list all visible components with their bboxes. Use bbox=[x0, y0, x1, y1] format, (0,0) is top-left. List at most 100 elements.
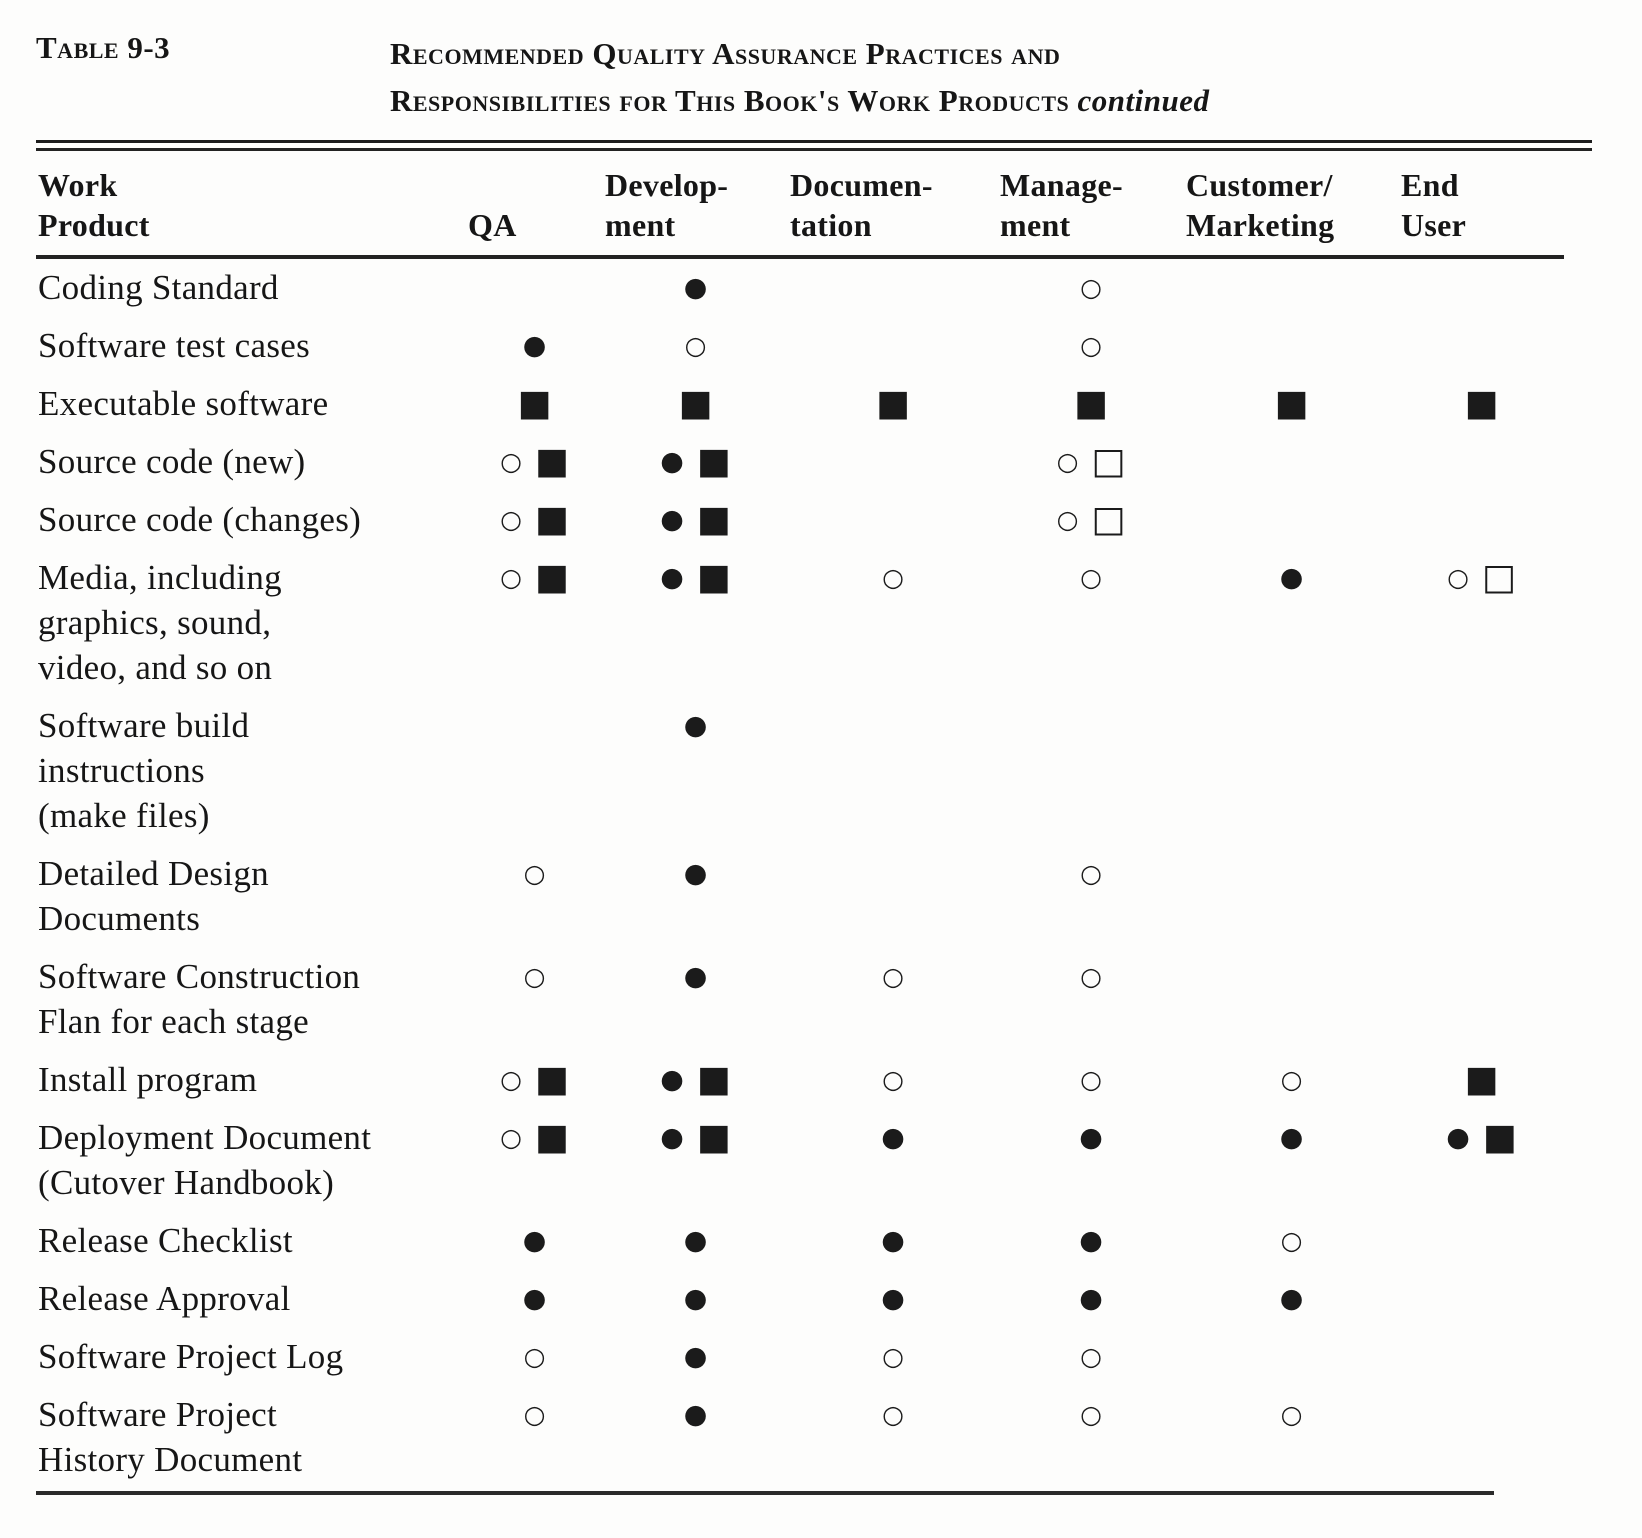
cell-end_user bbox=[1399, 1212, 1564, 1270]
cell-management: ● bbox=[998, 1109, 1184, 1212]
cell-documentation: ○ bbox=[788, 1328, 998, 1386]
work-product-name: Media, including graphics, sound, video, a… bbox=[38, 558, 282, 687]
filled-square-icon: ■ bbox=[534, 499, 569, 540]
work-product-name: Software Project Log bbox=[38, 1337, 344, 1376]
table-row: Software Project History Document ○ ● ○ ○ ○ bbox=[36, 1386, 1564, 1489]
filled-square-icon: ■ bbox=[534, 1117, 569, 1158]
table-row: Source code (changes) ○ ■ ● ■ ○ □ bbox=[36, 491, 1564, 549]
column-header-documentation: Documen-tation bbox=[788, 151, 998, 259]
cell-development: ● bbox=[603, 257, 788, 317]
cell-development: ● ■ bbox=[603, 491, 788, 549]
table-row: Software test cases ● ○ ○ bbox=[36, 317, 1564, 375]
cell-end_user bbox=[1399, 491, 1564, 549]
open-circle-icon: ○ bbox=[523, 859, 546, 888]
cell-end_user bbox=[1399, 948, 1564, 1051]
cell-development: ● bbox=[603, 697, 788, 845]
filled-square-icon: ■ bbox=[696, 1117, 731, 1158]
cell-customer_marketing: ● bbox=[1184, 549, 1399, 697]
work-product-name: Release Checklist bbox=[38, 1221, 293, 1260]
filled-circle-icon: ● bbox=[881, 1122, 905, 1153]
cell-customer_marketing bbox=[1184, 697, 1399, 845]
cell-management: ○ bbox=[998, 1328, 1184, 1386]
filled-square-icon: ■ bbox=[1464, 1059, 1499, 1100]
cell-qa: ○ bbox=[466, 948, 603, 1051]
cell-qa: ● bbox=[466, 1270, 603, 1328]
open-circle-icon: ○ bbox=[500, 447, 522, 476]
cell-management: ○ bbox=[998, 317, 1184, 375]
cell-documentation: ○ bbox=[788, 1051, 998, 1109]
cell-qa: ○ bbox=[466, 1328, 603, 1386]
work-product-name: Detailed Design Documents bbox=[38, 854, 269, 938]
cell-management: ● bbox=[998, 1212, 1184, 1270]
cell-end_user bbox=[1399, 257, 1564, 317]
cell-development: ● bbox=[603, 1212, 788, 1270]
filled-circle-icon: ● bbox=[660, 446, 684, 477]
work-product-name: Coding Standard bbox=[38, 268, 279, 307]
cell-development: ● ■ bbox=[603, 1109, 788, 1212]
cell-qa: ● bbox=[466, 1212, 603, 1270]
cell-documentation: ● bbox=[788, 1270, 998, 1328]
open-circle-icon: ○ bbox=[1080, 1065, 1102, 1094]
cell-management: ○ bbox=[998, 948, 1184, 1051]
cell-management: ○ □ bbox=[998, 433, 1184, 491]
open-circle-icon: ○ bbox=[523, 1342, 546, 1371]
cell-qa: ○ ■ bbox=[466, 1051, 603, 1109]
filled-circle-icon: ● bbox=[683, 961, 708, 992]
open-circle-icon: ○ bbox=[1280, 1065, 1303, 1094]
table-row: Detailed Design Documents ○ ● ○ bbox=[36, 845, 1564, 948]
cell-customer_marketing bbox=[1184, 948, 1399, 1051]
filled-square-icon: ■ bbox=[678, 383, 713, 424]
cell-customer_marketing: ○ bbox=[1184, 1212, 1399, 1270]
cell-documentation bbox=[788, 845, 998, 948]
cell-customer_marketing bbox=[1184, 317, 1399, 375]
cell-management: ○ bbox=[998, 845, 1184, 948]
cell-qa: ○ ■ bbox=[466, 1109, 603, 1212]
work-product-name: Executable software bbox=[38, 384, 329, 423]
work-product-name: Software Project History Document bbox=[38, 1395, 303, 1479]
table-row: Executable software ■ ■ ■ ■ ■ ■ bbox=[36, 375, 1564, 433]
open-circle-icon: ○ bbox=[1080, 1342, 1102, 1371]
filled-circle-icon: ● bbox=[1279, 1283, 1304, 1314]
cell-qa: ● bbox=[466, 317, 603, 375]
cell-end_user bbox=[1399, 317, 1564, 375]
filled-circle-icon: ● bbox=[683, 272, 708, 303]
work-product-name: Software Construction Flan for each stage bbox=[38, 957, 361, 1041]
open-circle-icon: ○ bbox=[882, 1400, 904, 1429]
filled-square-icon: ■ bbox=[534, 1059, 569, 1100]
filled-circle-icon: ● bbox=[1079, 1225, 1103, 1256]
cell-qa: ○ ■ bbox=[466, 433, 603, 491]
filled-circle-icon: ● bbox=[660, 504, 684, 535]
cell-documentation: ■ bbox=[788, 375, 998, 433]
continued-marker: continued bbox=[1077, 83, 1210, 118]
column-header-customer_marketing: Customer/Marketing bbox=[1184, 151, 1399, 259]
cell-development: ● bbox=[603, 1386, 788, 1489]
cell-documentation bbox=[788, 697, 998, 845]
open-square-icon: □ bbox=[1091, 441, 1126, 482]
cell-customer_marketing bbox=[1184, 1328, 1399, 1386]
cell-documentation: ● bbox=[788, 1109, 998, 1212]
cell-qa: ○ ■ bbox=[466, 549, 603, 697]
cell-documentation bbox=[788, 317, 998, 375]
open-circle-icon: ○ bbox=[1280, 1400, 1303, 1429]
filled-square-icon: ■ bbox=[696, 1059, 731, 1100]
filled-circle-icon: ● bbox=[1279, 1122, 1304, 1153]
open-circle-icon: ○ bbox=[500, 505, 522, 534]
cell-end_user bbox=[1399, 1270, 1564, 1328]
open-circle-icon: ○ bbox=[1080, 1400, 1102, 1429]
filled-circle-icon: ● bbox=[1079, 1283, 1103, 1314]
cell-documentation: ○ bbox=[788, 549, 998, 697]
work-product-name: Release Approval bbox=[38, 1279, 291, 1318]
work-product-name: Software test cases bbox=[38, 326, 310, 365]
filled-circle-icon: ● bbox=[881, 1225, 905, 1256]
table-row: Software Project Log ○ ● ○ ○ bbox=[36, 1328, 1564, 1386]
table-head-row: Work Product QA Develop-ment Documen-tation M… bbox=[36, 151, 1564, 259]
table-row: Release Approval ● ● ● ● ● bbox=[36, 1270, 1564, 1328]
cell-qa: ■ bbox=[466, 375, 603, 433]
filled-circle-icon: ● bbox=[1079, 1122, 1103, 1153]
cell-development: ● bbox=[603, 1270, 788, 1328]
cell-development: ● ■ bbox=[603, 1051, 788, 1109]
table-row: Source code (new) ○ ■ ● ■ ○ □ bbox=[36, 433, 1564, 491]
filled-circle-icon: ● bbox=[1279, 562, 1304, 593]
filled-circle-icon: ● bbox=[522, 1225, 547, 1256]
cell-management: ○ bbox=[998, 1386, 1184, 1489]
